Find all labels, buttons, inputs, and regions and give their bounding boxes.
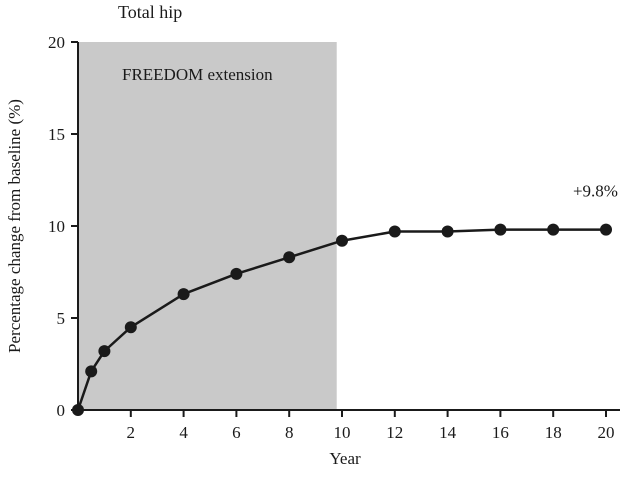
x-tick-label: 4 [179, 423, 188, 442]
x-tick-label: 6 [232, 423, 241, 442]
data-point [283, 251, 296, 264]
chart-title: Total hip [118, 2, 182, 22]
freedom-extension-region [78, 42, 337, 410]
y-tick-label: 0 [57, 401, 66, 420]
chart-generated-layer: 2 4 6 8 10 12 14 16 18 20 0 5 10 15 20 [48, 33, 620, 442]
data-point [494, 223, 507, 236]
x-tick-label: 16 [492, 423, 509, 442]
data-point [336, 234, 348, 247]
data-point [177, 288, 190, 301]
x-tick-label: 18 [545, 423, 562, 442]
data-point [441, 225, 454, 238]
data-point [124, 321, 137, 334]
y-tick-label: 5 [57, 309, 66, 328]
x-tick-label: 10 [334, 423, 351, 442]
y-tick-label: 20 [48, 33, 65, 52]
y-tick-label: 15 [48, 125, 65, 144]
x-tick-label: 12 [386, 423, 403, 442]
data-point [85, 365, 98, 378]
data-point [98, 345, 111, 358]
data-point [600, 223, 612, 236]
data-point [547, 223, 560, 236]
x-tick-label: 2 [127, 423, 136, 442]
y-tick-label: 10 [48, 217, 65, 236]
x-tick-label: 20 [598, 423, 615, 442]
x-tick-label: 14 [439, 423, 457, 442]
y-axis-title: Percentage change from baseline (%) [5, 99, 24, 353]
region-label: FREEDOM extension [122, 65, 273, 84]
x-axis-title: Year [329, 449, 361, 468]
data-point [388, 225, 401, 238]
data-point [72, 404, 84, 416]
data-point [230, 267, 243, 280]
end-value-annotation: +9.8% [573, 182, 618, 201]
x-tick-label: 8 [285, 423, 294, 442]
